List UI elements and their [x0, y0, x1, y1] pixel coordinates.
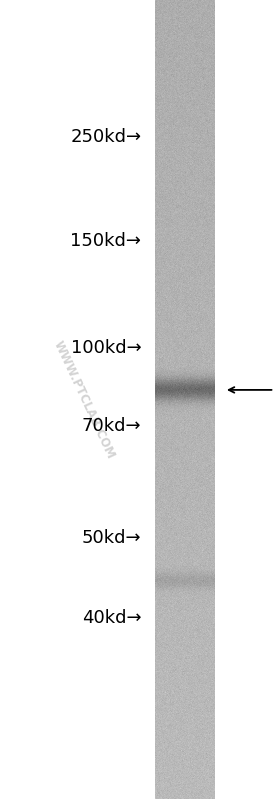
Text: WWW.PTCLAB.COM: WWW.PTCLAB.COM — [51, 338, 117, 461]
Text: 250kd→: 250kd→ — [70, 129, 141, 146]
Text: 70kd→: 70kd→ — [82, 417, 141, 435]
Text: 40kd→: 40kd→ — [82, 610, 141, 627]
Text: 50kd→: 50kd→ — [82, 529, 141, 547]
Text: 100kd→: 100kd→ — [71, 339, 141, 356]
Text: 150kd→: 150kd→ — [70, 233, 141, 250]
